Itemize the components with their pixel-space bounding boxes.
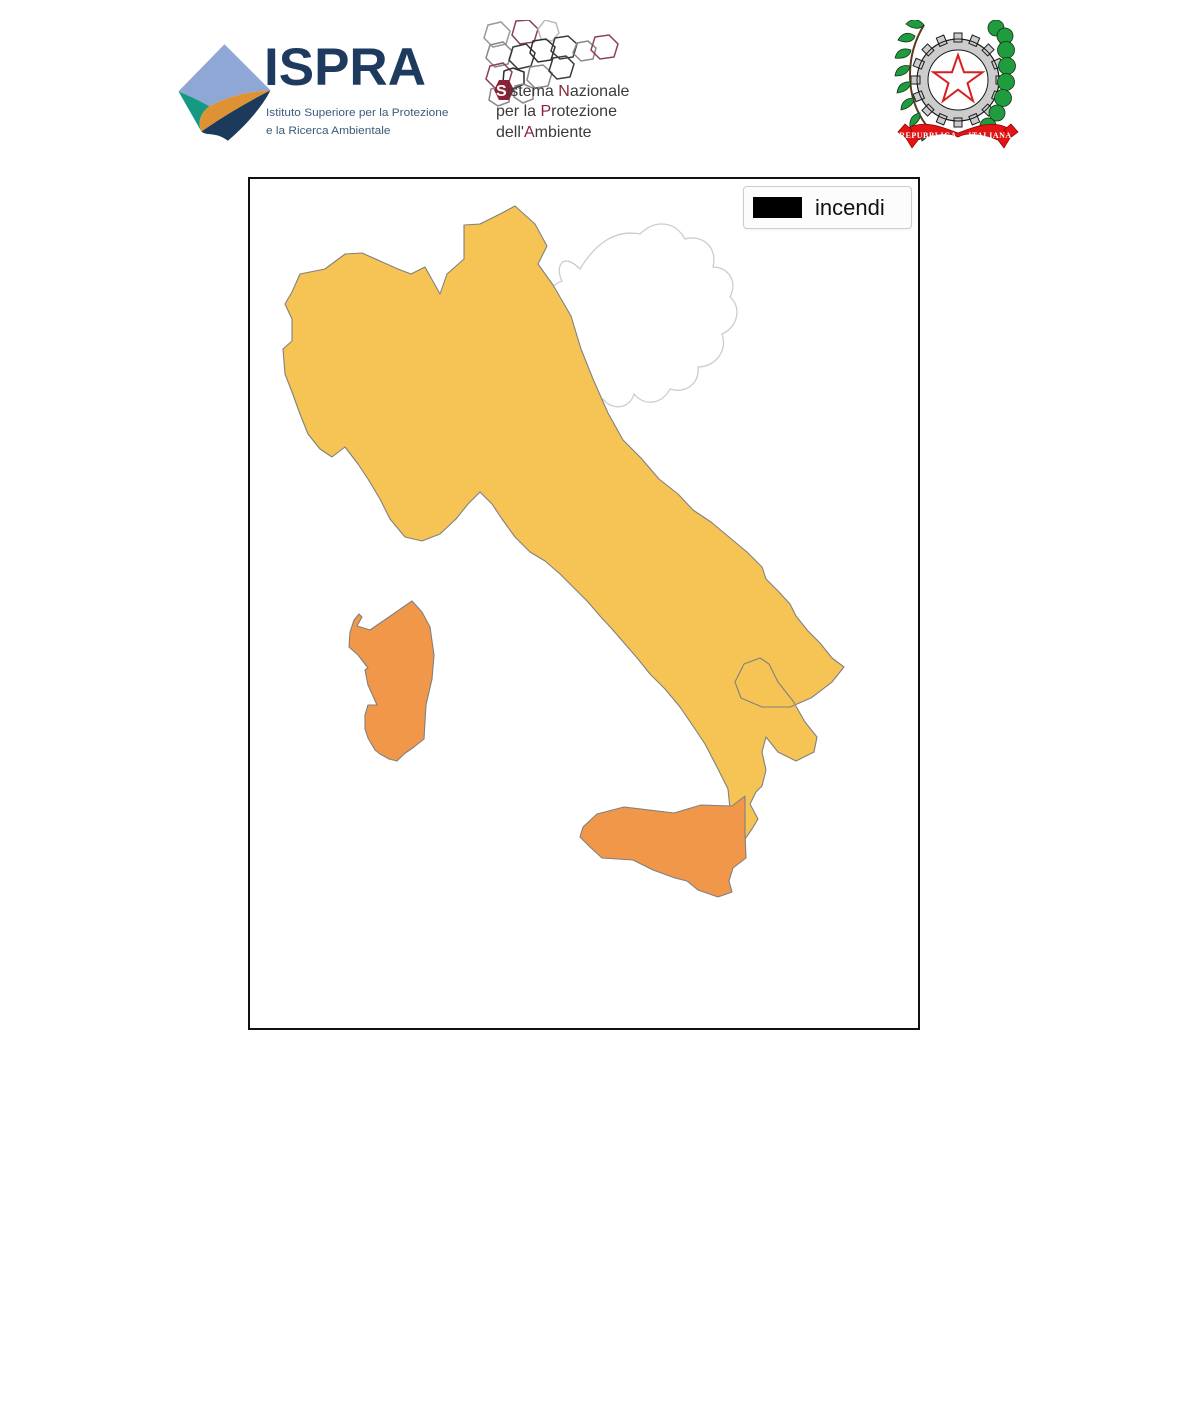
svg-text:REPUBBLICA: REPUBBLICA: [899, 131, 956, 140]
svg-text:ITALIANA: ITALIANA: [968, 131, 1011, 140]
